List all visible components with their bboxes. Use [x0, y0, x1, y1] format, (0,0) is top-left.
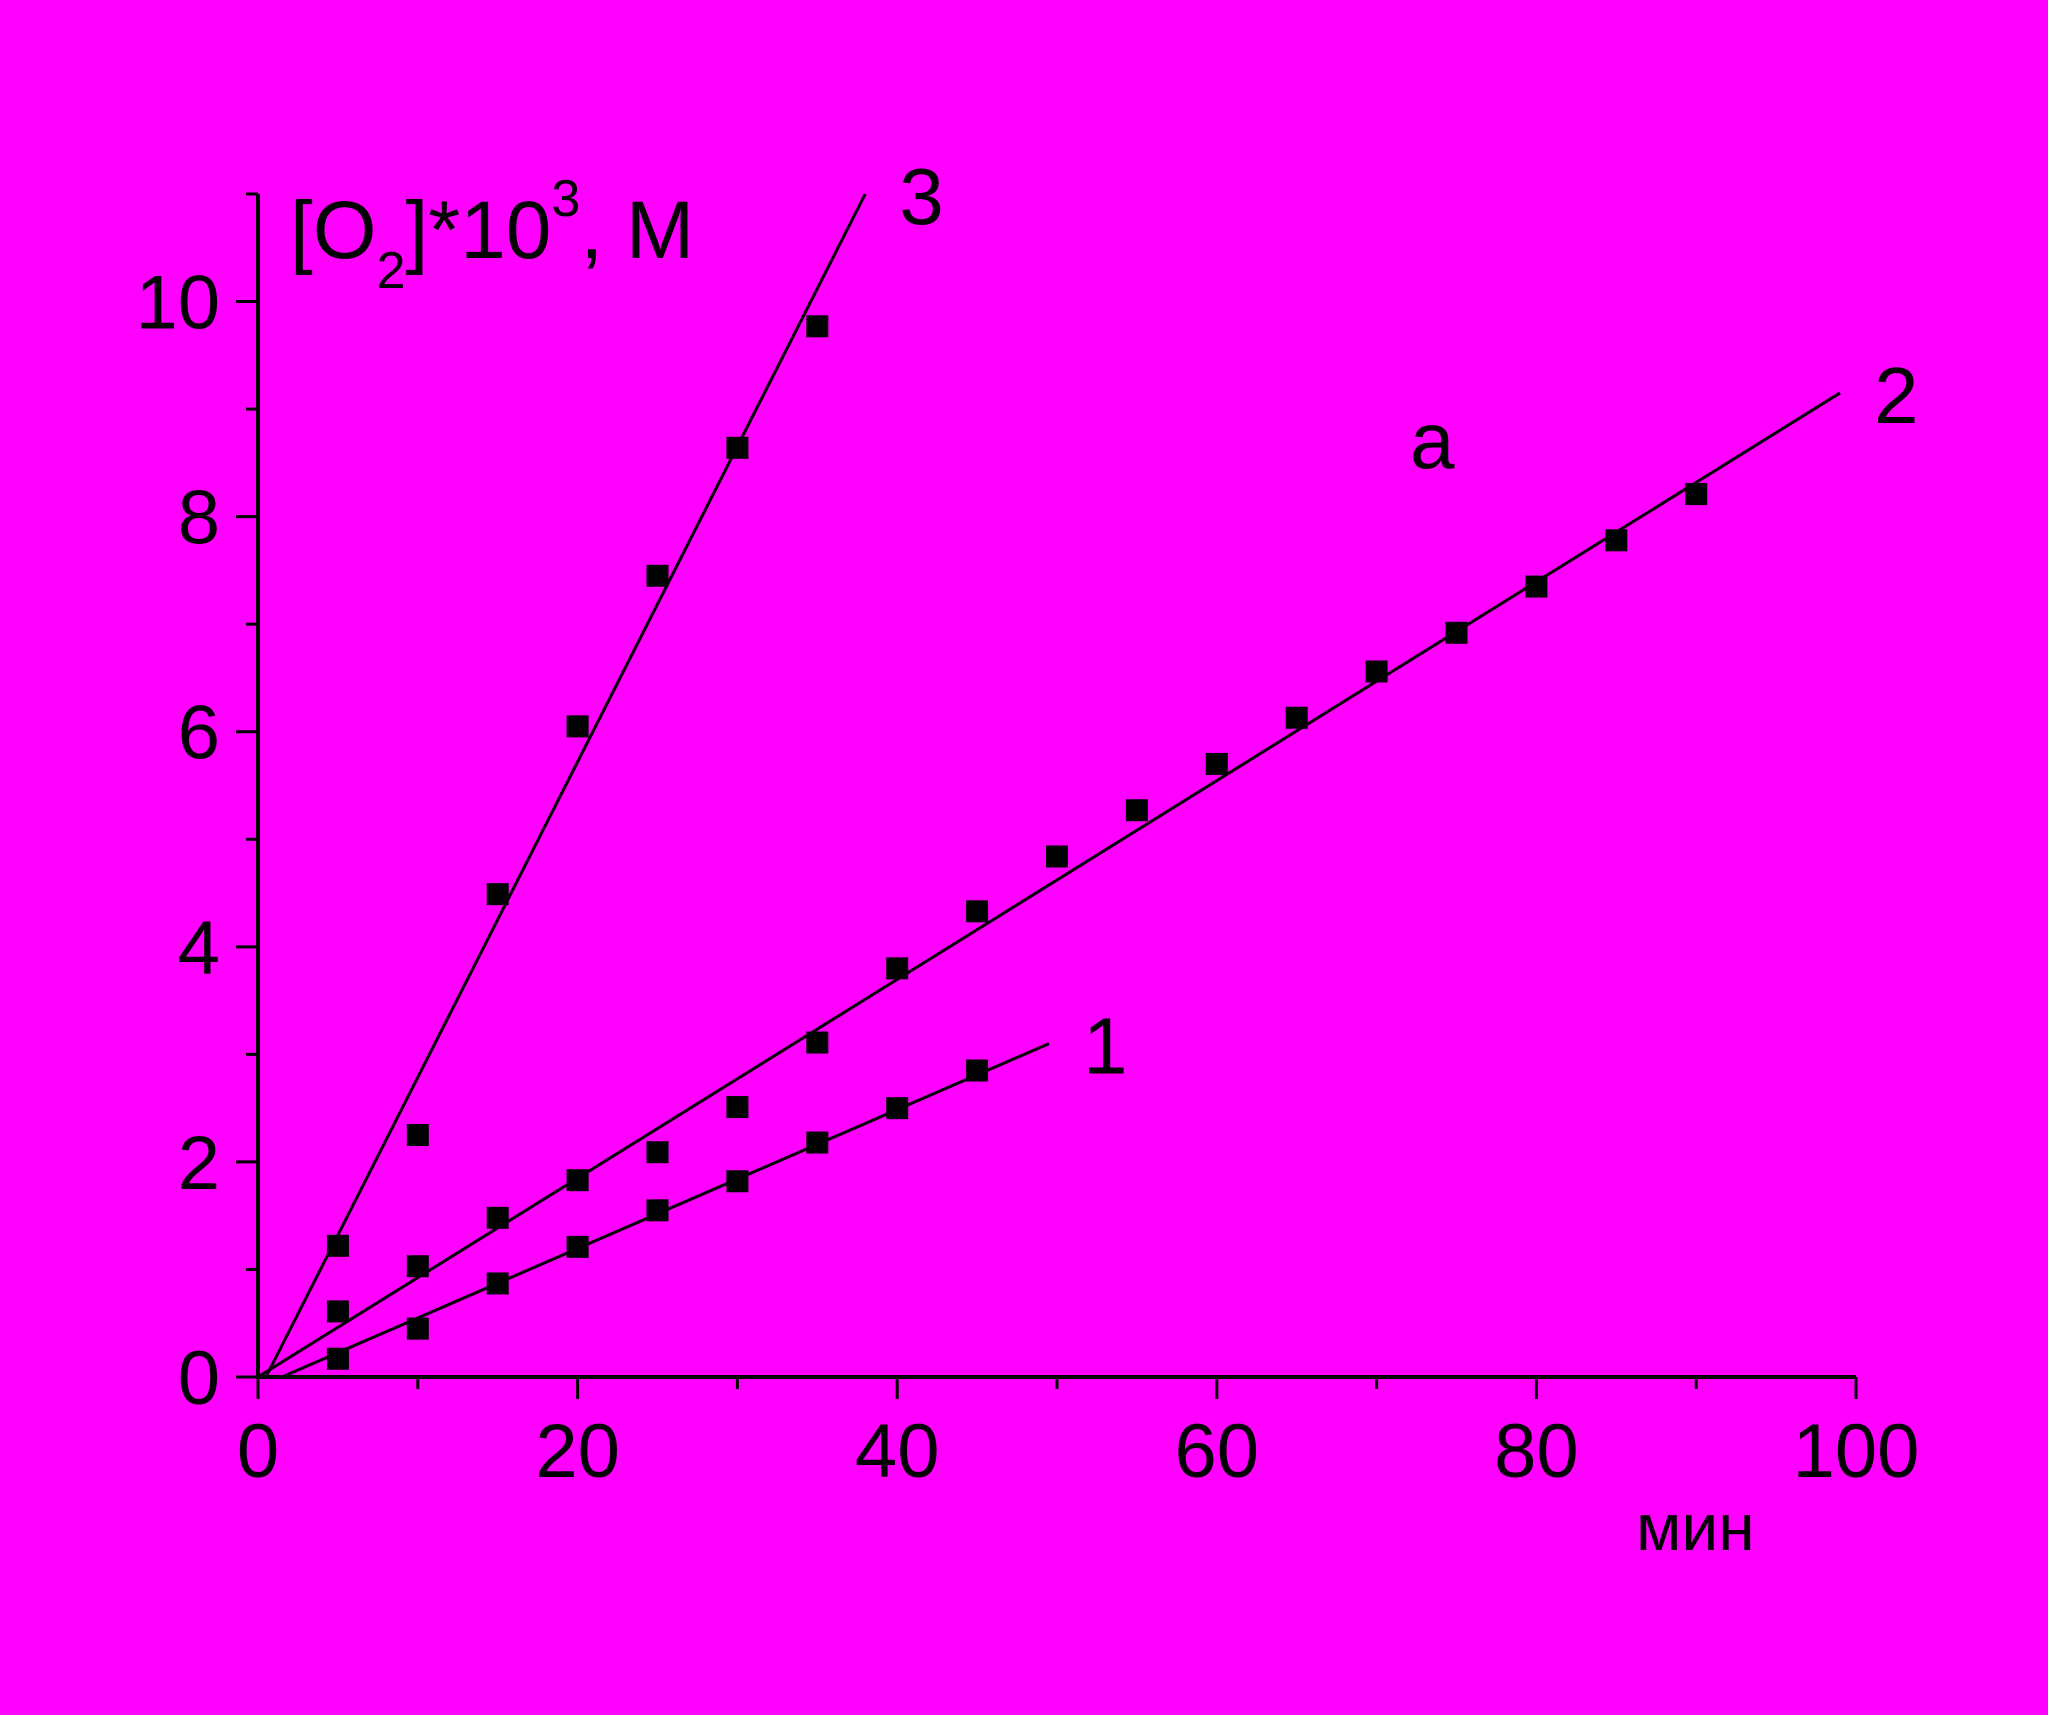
- chart-labels: [O2]*103, M мин a 1 2 3: [290, 152, 1919, 1564]
- y-tick-label: 10: [135, 261, 220, 346]
- x-tick-label: 80: [1494, 1409, 1579, 1494]
- x-tick-label: 0: [237, 1409, 279, 1494]
- data-point-series-2: [566, 1169, 589, 1192]
- data-point-series-3: [566, 715, 589, 738]
- x-tick-label: 100: [1793, 1409, 1920, 1494]
- x-tick-label: 40: [855, 1409, 940, 1494]
- fit-line-2: [257, 391, 1841, 1379]
- y-tick-label: 6: [178, 691, 220, 776]
- data-point-series-1: [646, 1199, 669, 1222]
- y-tick-label: 2: [178, 1121, 220, 1206]
- series-label-2: 2: [1874, 351, 1919, 440]
- series-label-3: 3: [899, 152, 944, 241]
- data-point-series-2: [1445, 621, 1468, 644]
- data-point-series-3: [406, 1124, 429, 1147]
- data-point-series-1: [966, 1059, 989, 1082]
- data-point-series-3: [326, 1234, 349, 1257]
- data-point-series-2: [1525, 575, 1548, 598]
- data-point-series-3: [806, 315, 829, 338]
- data-points: [326, 315, 1708, 1370]
- data-point-series-2: [1205, 752, 1228, 775]
- data-point-series-2: [486, 1206, 509, 1229]
- data-point-series-2: [1365, 660, 1388, 683]
- series-label-1: 1: [1083, 1002, 1128, 1091]
- data-point-series-2: [646, 1141, 669, 1164]
- data-point-series-2: [326, 1300, 349, 1323]
- data-point-series-1: [486, 1272, 509, 1295]
- y-tick-label: 8: [178, 476, 220, 561]
- data-point-series-1: [326, 1347, 349, 1370]
- data-point-series-2: [1125, 799, 1148, 822]
- data-point-series-1: [806, 1131, 829, 1154]
- data-point-series-2: [406, 1255, 429, 1278]
- y-axis-label: [O2]*103, M: [290, 170, 694, 300]
- data-point-series-2: [726, 1096, 749, 1119]
- data-point-series-1: [726, 1170, 749, 1193]
- data-point-series-2: [806, 1031, 829, 1054]
- y-tick-label: 4: [178, 906, 220, 991]
- x-tick-label: 60: [1175, 1409, 1260, 1494]
- data-point-series-3: [646, 564, 669, 587]
- data-point-series-2: [1046, 845, 1068, 868]
- data-point-series-2: [1285, 706, 1308, 729]
- x-axis-label: мин: [1636, 1490, 1755, 1564]
- y-tick-label: 0: [178, 1336, 220, 1421]
- panel-label: a: [1410, 396, 1455, 485]
- axes: 0 20 40 60 80 100 0 2 4 6 8 10: [135, 192, 1920, 1494]
- data-point-series-2: [1605, 529, 1628, 552]
- data-point-series-1: [886, 1097, 909, 1120]
- x-tick-label: 20: [535, 1409, 620, 1494]
- data-point-series-1: [566, 1235, 589, 1258]
- data-point-series-2: [886, 957, 909, 980]
- data-point-series-2: [1685, 483, 1708, 506]
- data-point-series-3: [726, 436, 749, 459]
- data-point-series-1: [406, 1317, 429, 1340]
- data-point-series-3: [486, 883, 509, 906]
- fit-line-3: [264, 193, 867, 1378]
- data-point-series-2: [966, 900, 989, 923]
